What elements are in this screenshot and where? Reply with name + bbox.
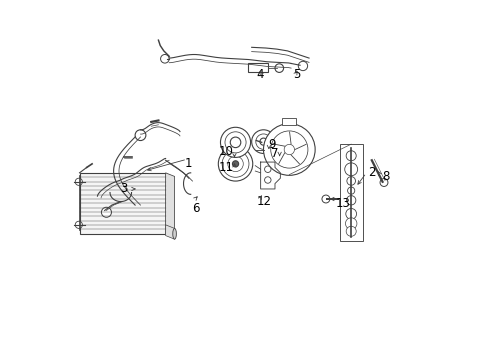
Text: 7: 7 — [270, 147, 278, 159]
Circle shape — [270, 131, 307, 168]
Text: 1: 1 — [185, 157, 192, 170]
Circle shape — [218, 147, 252, 181]
Text: 3: 3 — [121, 183, 128, 195]
Circle shape — [251, 130, 275, 153]
Polygon shape — [165, 173, 174, 237]
Circle shape — [260, 138, 266, 145]
Circle shape — [345, 208, 356, 219]
Circle shape — [75, 178, 82, 185]
Text: 9: 9 — [267, 138, 275, 150]
Circle shape — [264, 177, 270, 183]
Circle shape — [321, 195, 329, 203]
Polygon shape — [165, 225, 174, 239]
Circle shape — [160, 54, 169, 63]
Circle shape — [264, 166, 270, 172]
Circle shape — [346, 151, 355, 161]
Circle shape — [298, 61, 307, 71]
Text: 6: 6 — [192, 202, 200, 215]
Text: 12: 12 — [257, 195, 271, 208]
Text: 5: 5 — [292, 68, 300, 81]
Circle shape — [346, 226, 355, 236]
Circle shape — [344, 163, 357, 176]
Circle shape — [255, 134, 271, 149]
Circle shape — [347, 187, 354, 194]
Circle shape — [222, 150, 248, 177]
Circle shape — [230, 137, 240, 148]
Text: 10: 10 — [219, 145, 233, 158]
Bar — [282, 118, 296, 126]
Circle shape — [284, 144, 294, 155]
Circle shape — [101, 207, 111, 217]
Text: 4: 4 — [256, 68, 264, 81]
Text: 13: 13 — [335, 197, 350, 210]
Bar — [339, 144, 362, 241]
Text: 2: 2 — [367, 166, 375, 179]
Circle shape — [220, 127, 250, 157]
Bar — [247, 63, 267, 72]
Text: 8: 8 — [382, 170, 389, 183]
Circle shape — [263, 124, 314, 175]
Circle shape — [227, 156, 243, 172]
Circle shape — [232, 161, 238, 167]
Circle shape — [274, 64, 283, 72]
Polygon shape — [80, 173, 165, 234]
Ellipse shape — [172, 228, 176, 239]
Circle shape — [346, 195, 355, 205]
Circle shape — [224, 132, 245, 153]
Text: 11: 11 — [218, 161, 233, 174]
Circle shape — [346, 177, 355, 185]
Circle shape — [379, 179, 387, 186]
Circle shape — [135, 130, 145, 140]
Circle shape — [347, 224, 354, 231]
Circle shape — [75, 221, 82, 228]
Circle shape — [345, 218, 356, 229]
